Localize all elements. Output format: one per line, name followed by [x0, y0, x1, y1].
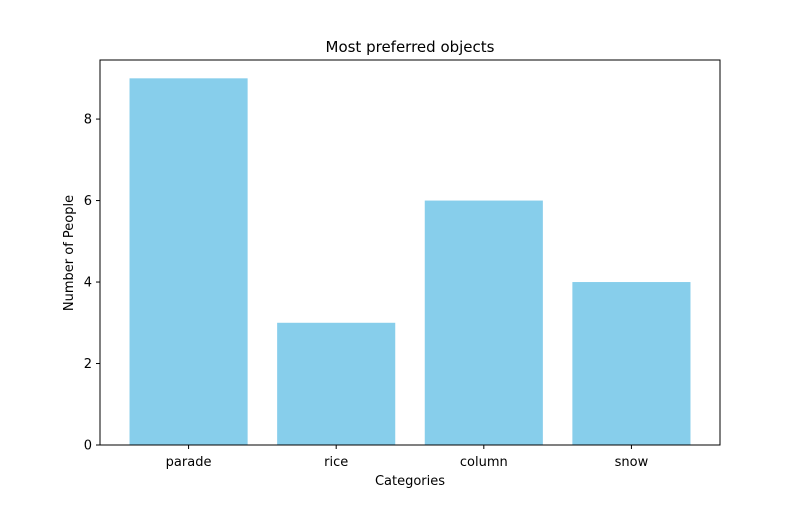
bar-rice: [277, 322, 396, 445]
x-axis-ticks: parade rice column snow: [166, 445, 649, 470]
y-tick-label: 2: [84, 357, 92, 372]
plot-frame: [99, 59, 721, 446]
y-axis-label: Number of People: [62, 195, 77, 311]
y-tick-label: 4: [84, 276, 92, 291]
x-axis-label: Categories: [375, 474, 445, 489]
x-tick-label: parade: [166, 455, 212, 470]
y-tick-label: 0: [84, 439, 92, 454]
x-tick-label: column: [460, 455, 508, 470]
x-tick-label: snow: [615, 455, 649, 470]
y-tick-label: 8: [84, 113, 92, 128]
chart-title: Most preferred objects: [326, 38, 495, 56]
bar-column: [424, 200, 543, 445]
x-tick-label: rice: [324, 455, 348, 470]
bar-parade: [129, 78, 248, 445]
y-axis-ticks: 0 2 4 6 8: [84, 113, 100, 454]
y-tick-label: 6: [84, 194, 92, 209]
bar-snow: [572, 282, 691, 445]
bars-layer: [129, 78, 691, 445]
